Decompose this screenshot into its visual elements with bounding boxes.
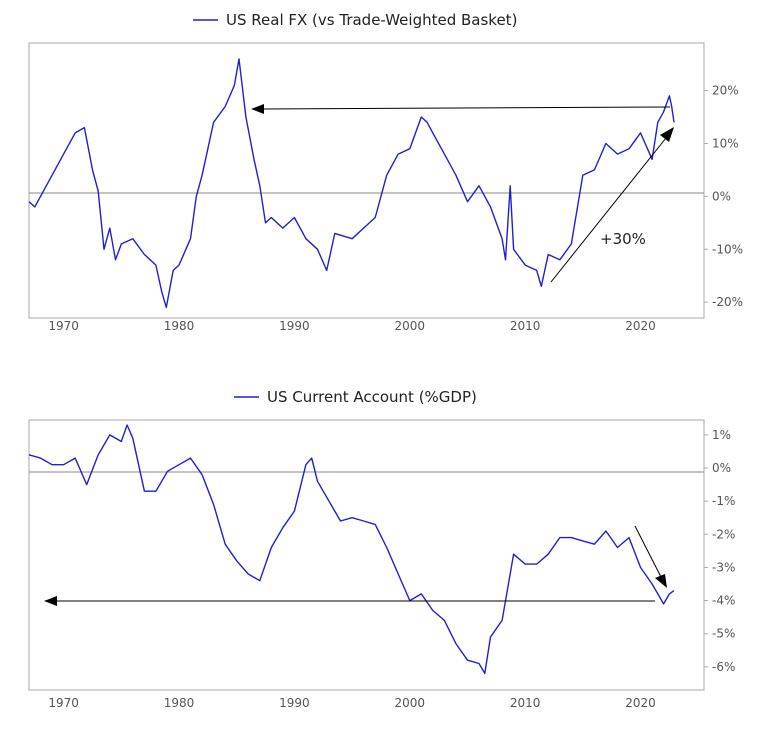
- fx-x-tick-label: 1990: [279, 319, 310, 333]
- ca-level-arrowhead: [44, 596, 57, 606]
- fx-y-axis: 20% 10% 0% -10% -20%: [704, 84, 743, 309]
- fx-series-line: [28, 58, 675, 309]
- fx-y-tick-label: -20%: [712, 295, 743, 309]
- fx-y-tick-label: 0%: [712, 189, 731, 203]
- ca-x-tick-label: 1970: [48, 696, 79, 710]
- ca-x-tick-label: 1980: [164, 696, 195, 710]
- fx-y-tick-label: 20%: [712, 84, 739, 98]
- ca-legend-label: US Current Account (%GDP): [267, 388, 477, 406]
- fx-level-arrow-shaft: [262, 106, 671, 110]
- ca-y-tick-label: 1%: [712, 428, 731, 442]
- ca-y-tick-label: -2%: [712, 527, 735, 541]
- fx-x-tick-label: 2010: [510, 319, 541, 333]
- ca-y-tick-label: -4%: [712, 594, 735, 608]
- ca-series-line: [28, 424, 675, 675]
- fx-x-tick-label: 2000: [394, 319, 425, 333]
- fx-plot-frame: [28, 42, 705, 319]
- fx-y-tick-label: -10%: [712, 242, 743, 256]
- ca-x-axis: 1970 1980 1990 2000 2010 2020: [48, 696, 655, 710]
- fx-rise-arrow: [550, 127, 674, 283]
- fx-y-tick-label: 10%: [712, 136, 739, 150]
- fx-level-arrow: [251, 104, 671, 114]
- ca-decline-arrow: [634, 525, 667, 588]
- ca-y-tick-label: -3%: [712, 560, 735, 574]
- fx-rise-arrow-shaft: [550, 137, 667, 283]
- fx-legend: US Real FX (vs Trade-Weighted Basket): [193, 11, 517, 29]
- fx-rise-arrowhead: [660, 127, 674, 142]
- ca-x-tick-label: 2000: [394, 696, 425, 710]
- ca-x-tick-label: 1990: [279, 696, 310, 710]
- fx-chart: US Real FX (vs Trade-Weighted Basket) 19…: [28, 11, 743, 333]
- ca-decline-arrow-shaft: [634, 525, 662, 578]
- fx-x-tick-label: 1980: [164, 319, 195, 333]
- ca-x-tick-label: 2020: [625, 696, 656, 710]
- ca-decline-arrowhead: [655, 574, 667, 588]
- ca-legend: US Current Account (%GDP): [234, 388, 477, 406]
- fx-level-arrowhead: [251, 104, 264, 114]
- fx-rise-annotation: +30%: [600, 230, 646, 248]
- ca-level-arrow: [44, 596, 655, 606]
- ca-y-tick-label: -6%: [712, 660, 735, 674]
- fx-x-tick-label: 2020: [625, 319, 656, 333]
- ca-y-tick-label: -1%: [712, 494, 735, 508]
- fx-legend-label: US Real FX (vs Trade-Weighted Basket): [226, 11, 517, 29]
- ca-y-tick-label: 0%: [712, 461, 731, 475]
- fx-x-axis: 1970 1980 1990 2000 2010 2020: [48, 319, 655, 333]
- ca-x-tick-label: 2010: [510, 696, 541, 710]
- ca-y-axis: 1% 0% -1% -2% -3% -4% -5% -6%: [704, 428, 735, 674]
- ca-chart: US Current Account (%GDP) 1970 1980 1990 20…: [28, 388, 735, 710]
- ca-y-tick-label: -5%: [712, 627, 735, 641]
- ca-plot-frame: [28, 419, 705, 691]
- fx-x-tick-label: 1970: [48, 319, 79, 333]
